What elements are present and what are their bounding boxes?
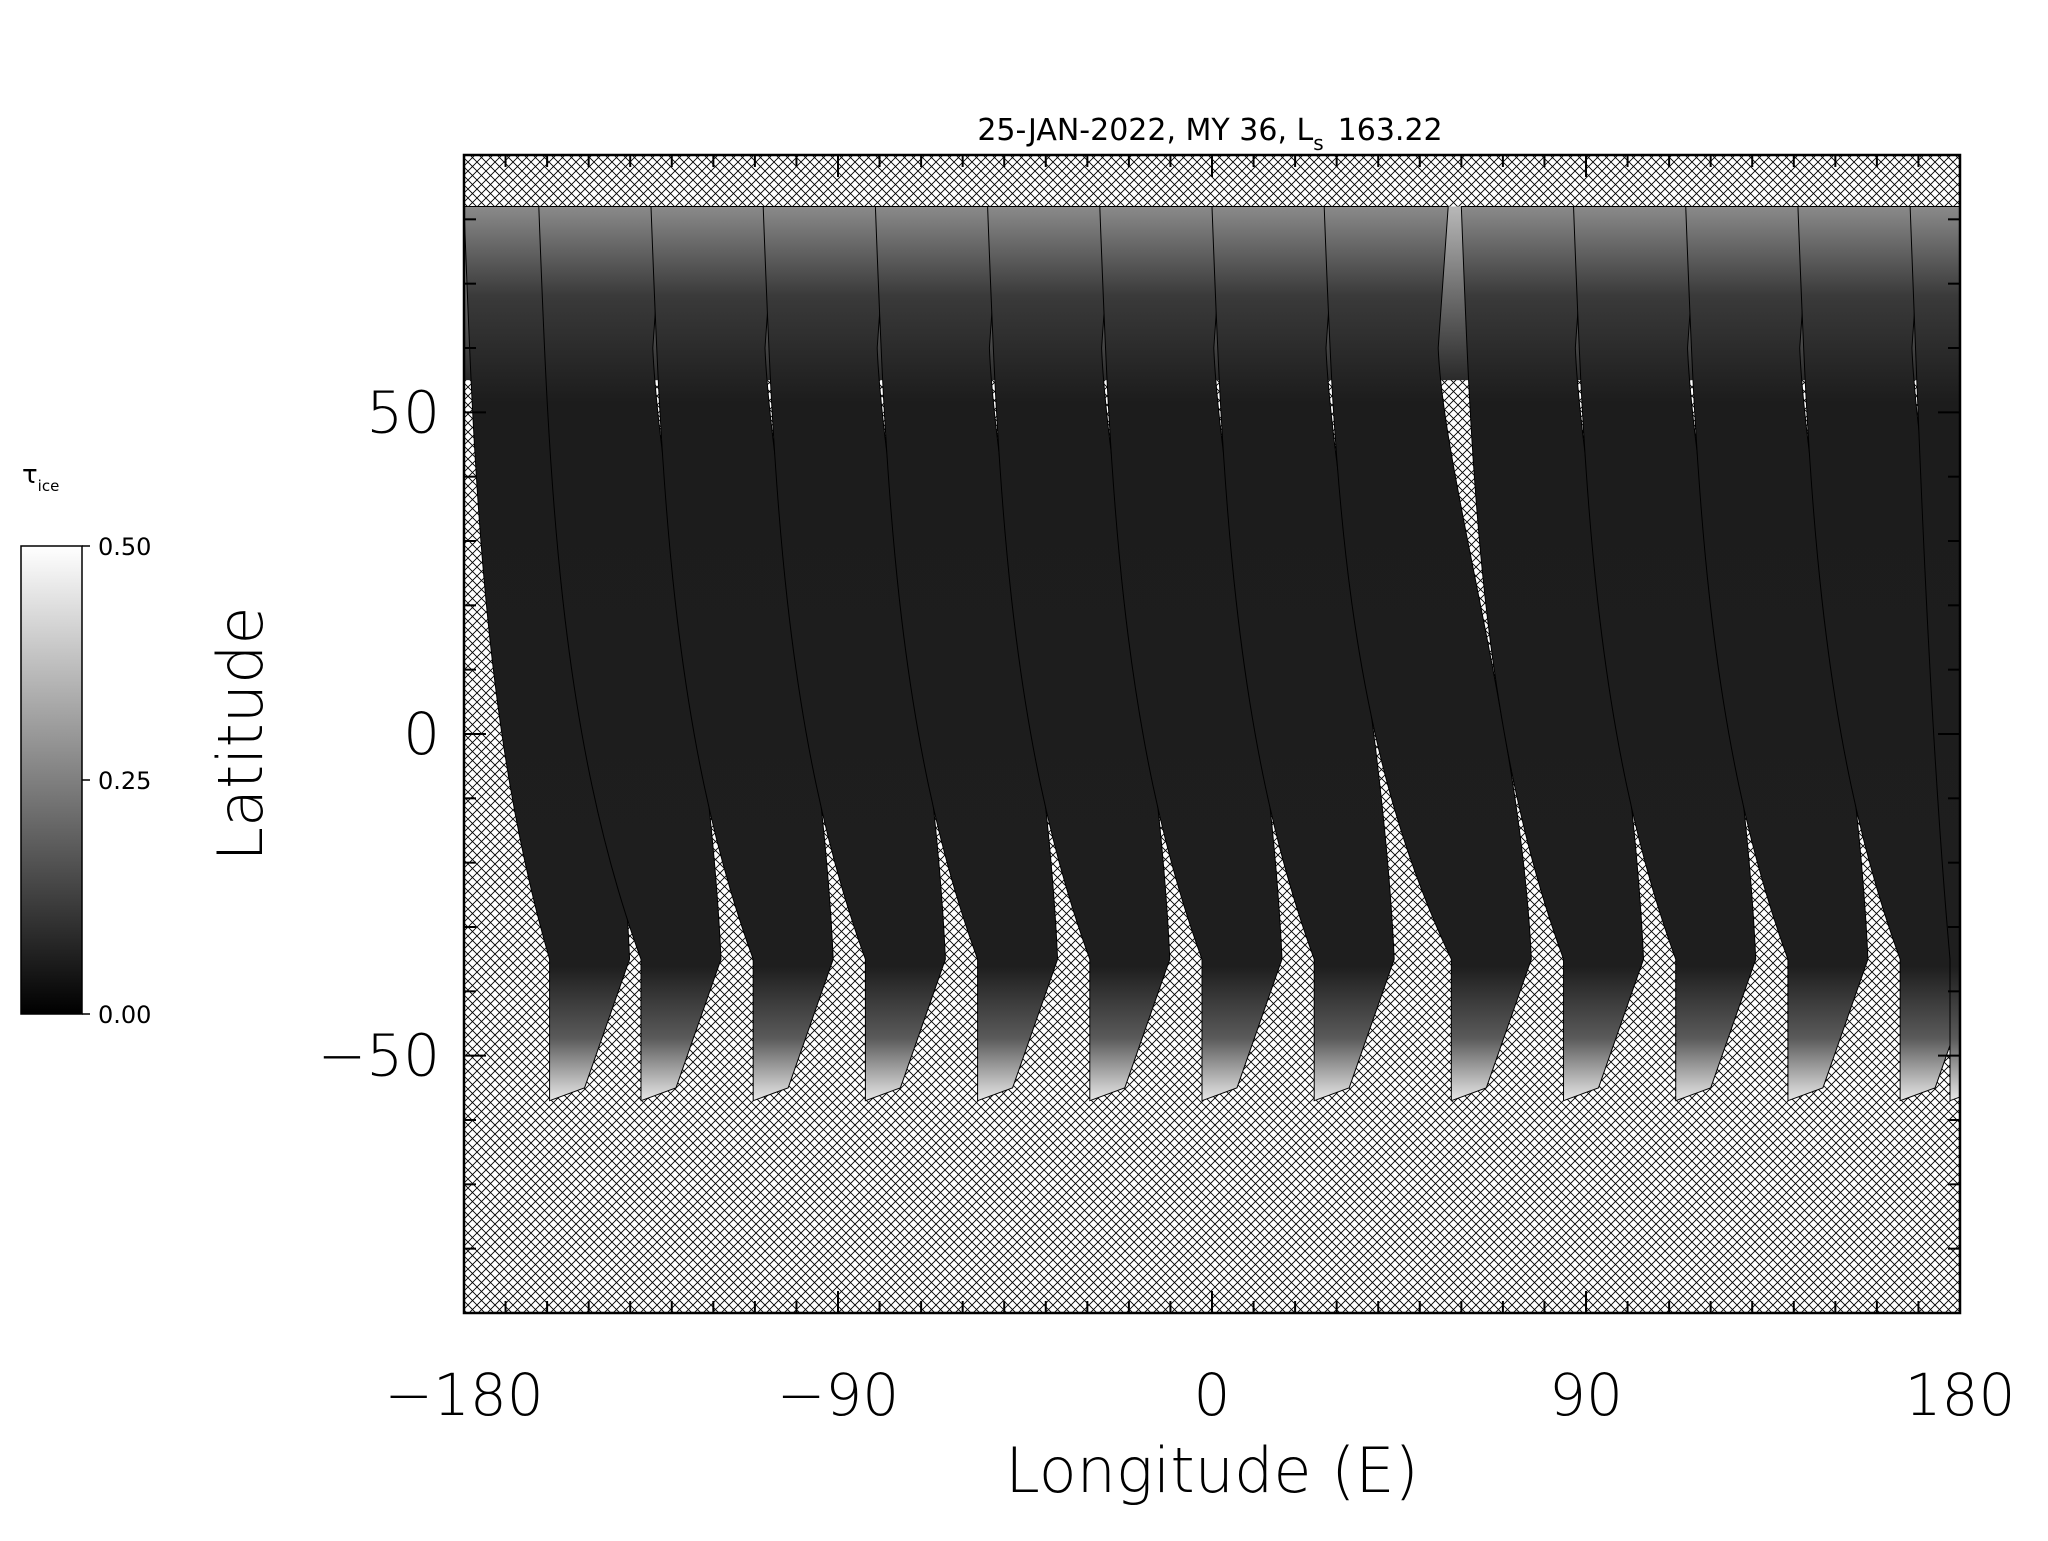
- x-tick-labels: −180 −90 0 90 180: [384, 1361, 2015, 1429]
- orbit-swath: [1909, 205, 1960, 1102]
- colorbar-tick-label: 0.25: [98, 767, 151, 795]
- orbit-swath: [1323, 205, 1532, 1102]
- colorbar-label: τice: [22, 460, 59, 495]
- x-tick-label: 180: [1905, 1361, 2016, 1429]
- colorbar-tick-label: 0.00: [98, 1001, 151, 1029]
- colorbar-ticks: 0.50 0.25 0.00: [82, 533, 151, 1029]
- ice-opacity-map: [464, 205, 1960, 1102]
- title-main: 25-JAN-2022, MY 36, L: [977, 113, 1313, 148]
- x-axis-label: Longitude (E): [1005, 1434, 1418, 1507]
- x-tick-label: −90: [777, 1361, 899, 1429]
- colorbar-tick-label: 0.50: [98, 533, 151, 561]
- x-tick-label: −180: [384, 1361, 543, 1429]
- x-tick-label: 0: [1194, 1361, 1231, 1429]
- y-tick-label: 0: [403, 700, 440, 768]
- y-tick-label: −50: [318, 1022, 440, 1090]
- colorbar: τice 0.50 0.25 0.00: [20, 460, 151, 1029]
- y-tick-labels: 50 0 −50: [318, 378, 440, 1089]
- title-subscript: s: [1313, 131, 1323, 155]
- y-axis-label: Latitude: [204, 606, 277, 861]
- colorbar-subscript: ice: [38, 477, 60, 495]
- colorbar-symbol: τ: [22, 460, 38, 490]
- y-tick-label: 50: [366, 378, 440, 446]
- x-tick-label: 90: [1549, 1361, 1623, 1429]
- colorbar-gradient: [20, 545, 83, 1015]
- chart-title: 25-JAN-2022, MY 36, Ls 163.22: [977, 113, 1442, 155]
- title-value: 163.22: [1338, 113, 1443, 148]
- axis-ticks: [463, 154, 1961, 1314]
